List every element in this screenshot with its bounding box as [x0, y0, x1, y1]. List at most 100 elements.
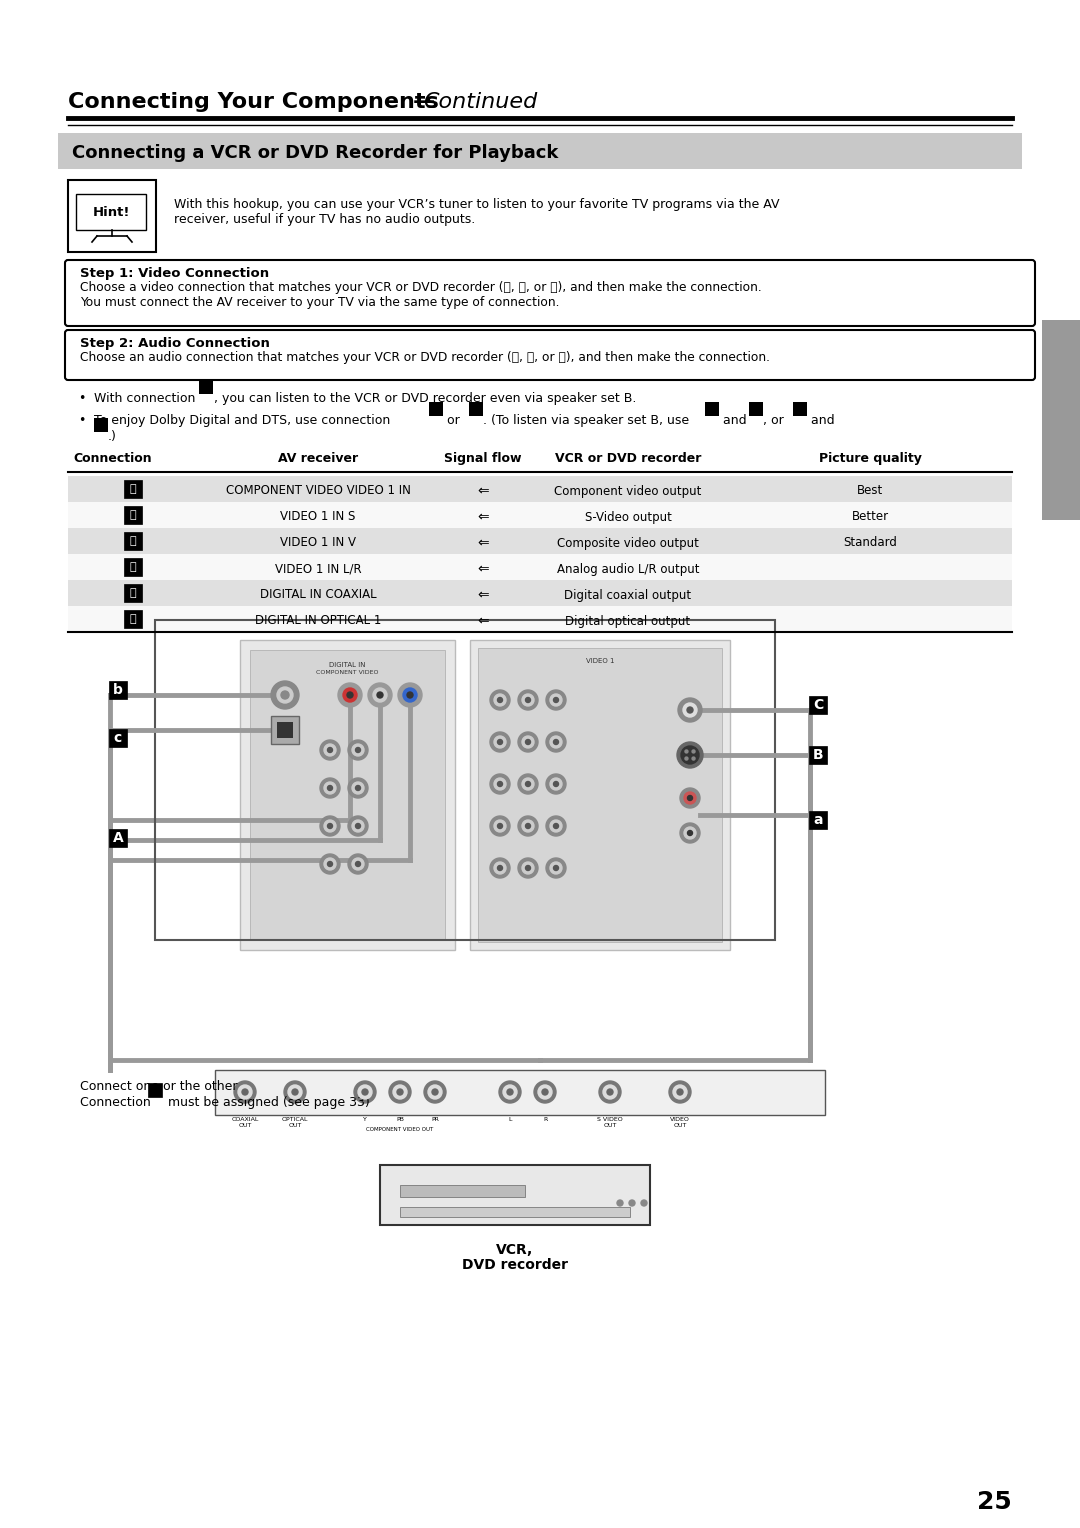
Circle shape	[550, 778, 562, 790]
Circle shape	[357, 1085, 372, 1099]
Circle shape	[607, 1089, 613, 1096]
Text: COMPONENT VIDEO VIDEO 1 IN: COMPONENT VIDEO VIDEO 1 IN	[226, 484, 410, 498]
Circle shape	[498, 781, 502, 787]
Text: VIDEO 1 IN L/R: VIDEO 1 IN L/R	[274, 562, 362, 576]
Text: ⓐ: ⓐ	[130, 562, 136, 571]
Bar	[148, 1083, 162, 1097]
Text: ⇐: ⇐	[477, 536, 489, 550]
Circle shape	[324, 859, 336, 869]
Circle shape	[526, 824, 530, 828]
Circle shape	[554, 824, 558, 828]
Text: Digital coaxial output: Digital coaxial output	[565, 588, 691, 602]
Bar	[240, 640, 455, 950]
Bar	[68, 503, 1012, 529]
Circle shape	[617, 1199, 623, 1206]
Circle shape	[546, 691, 566, 711]
Text: Ⓑ: Ⓑ	[130, 510, 136, 520]
Text: 25: 25	[977, 1490, 1012, 1514]
Circle shape	[494, 778, 507, 790]
FancyBboxPatch shape	[65, 260, 1035, 325]
Circle shape	[534, 1080, 556, 1103]
Text: b: b	[752, 417, 759, 426]
Bar	[809, 746, 827, 764]
Circle shape	[327, 862, 333, 866]
Text: or: or	[443, 414, 463, 426]
Circle shape	[677, 743, 703, 769]
Circle shape	[490, 775, 510, 795]
Circle shape	[399, 683, 422, 707]
Circle shape	[347, 692, 353, 698]
Text: a: a	[796, 417, 802, 426]
FancyBboxPatch shape	[65, 330, 1035, 380]
FancyBboxPatch shape	[94, 417, 108, 431]
Circle shape	[546, 859, 566, 879]
Circle shape	[522, 694, 534, 706]
Text: COMPONENT VIDEO OUT: COMPONENT VIDEO OUT	[366, 1128, 434, 1132]
Text: c: c	[113, 730, 122, 746]
Circle shape	[507, 1089, 513, 1096]
Circle shape	[518, 732, 538, 752]
Circle shape	[550, 694, 562, 706]
Text: Analog audio L/R output: Analog audio L/R output	[557, 562, 699, 576]
Circle shape	[681, 746, 699, 764]
Circle shape	[684, 827, 696, 839]
Bar	[68, 607, 1012, 633]
Circle shape	[522, 821, 534, 833]
Circle shape	[490, 816, 510, 836]
Bar	[156, 620, 775, 940]
Text: b: b	[432, 417, 440, 426]
Circle shape	[355, 747, 361, 752]
Circle shape	[554, 781, 558, 787]
Bar	[380, 1164, 650, 1225]
Text: a: a	[708, 417, 715, 426]
Text: ⇐: ⇐	[477, 562, 489, 576]
FancyBboxPatch shape	[748, 402, 762, 416]
Circle shape	[393, 1085, 407, 1099]
Text: c: c	[97, 432, 104, 443]
Bar	[109, 830, 127, 847]
Text: receiver, useful if your TV has no audio outputs.: receiver, useful if your TV has no audio…	[174, 212, 475, 226]
Circle shape	[320, 740, 340, 759]
Text: Picture quality: Picture quality	[819, 452, 921, 465]
Circle shape	[688, 796, 692, 801]
Circle shape	[424, 1080, 446, 1103]
Circle shape	[276, 688, 293, 703]
Text: DIGITAL IN: DIGITAL IN	[329, 662, 366, 668]
Bar	[1042, 319, 1080, 520]
Circle shape	[684, 792, 696, 804]
Circle shape	[554, 740, 558, 744]
Text: ⇐: ⇐	[477, 588, 489, 602]
Text: Better: Better	[851, 510, 889, 524]
Bar	[68, 529, 1012, 555]
Circle shape	[678, 698, 702, 723]
Circle shape	[546, 816, 566, 836]
Circle shape	[526, 740, 530, 744]
Circle shape	[526, 781, 530, 787]
Circle shape	[362, 1089, 368, 1096]
Text: ⇐: ⇐	[477, 510, 489, 524]
Text: Signal flow: Signal flow	[444, 452, 522, 465]
Circle shape	[518, 859, 538, 879]
Circle shape	[352, 744, 364, 756]
Circle shape	[281, 691, 289, 698]
Bar	[124, 532, 141, 550]
Bar	[215, 1070, 825, 1115]
Text: PR: PR	[431, 1117, 438, 1122]
Circle shape	[677, 1089, 683, 1096]
Circle shape	[673, 1085, 687, 1099]
Circle shape	[324, 782, 336, 795]
Circle shape	[490, 691, 510, 711]
Text: VIDEO
OUT: VIDEO OUT	[670, 1117, 690, 1128]
Bar	[68, 180, 156, 252]
Text: Continued: Continued	[423, 92, 537, 112]
FancyBboxPatch shape	[429, 402, 443, 416]
FancyBboxPatch shape	[76, 194, 146, 231]
Circle shape	[432, 1089, 438, 1096]
Circle shape	[348, 816, 368, 836]
Circle shape	[320, 778, 340, 798]
Text: B: B	[812, 749, 823, 762]
Text: Y: Y	[363, 1117, 367, 1122]
Bar	[400, 1207, 630, 1216]
FancyBboxPatch shape	[469, 402, 483, 416]
Circle shape	[518, 775, 538, 795]
